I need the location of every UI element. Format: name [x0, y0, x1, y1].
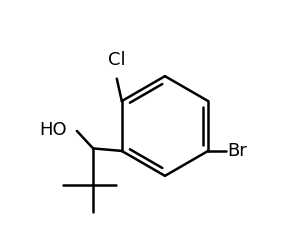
Text: Br: Br	[227, 142, 247, 160]
Text: HO: HO	[39, 121, 67, 139]
Text: Cl: Cl	[108, 51, 126, 69]
